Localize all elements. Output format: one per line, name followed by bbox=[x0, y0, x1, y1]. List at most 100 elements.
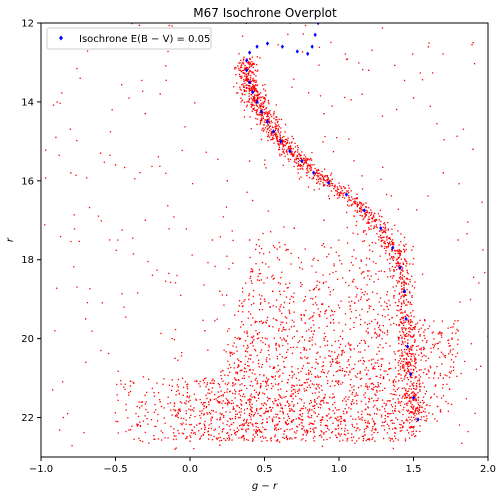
background-star-point bbox=[198, 423, 200, 425]
background-star-point bbox=[306, 431, 308, 433]
background-star-point bbox=[244, 299, 246, 301]
background-star-point bbox=[373, 432, 375, 434]
background-star-point bbox=[396, 388, 398, 391]
background-star-point bbox=[276, 371, 278, 373]
background-star-point bbox=[413, 316, 415, 318]
background-star-point bbox=[302, 438, 304, 440]
background-star-point bbox=[59, 102, 61, 104]
background-star-point bbox=[251, 86, 253, 88]
background-star-point bbox=[357, 360, 360, 362]
background-star-point bbox=[254, 69, 256, 72]
background-star-point bbox=[255, 79, 257, 81]
background-star-point bbox=[317, 363, 319, 365]
background-star-point bbox=[236, 427, 239, 429]
background-star-point bbox=[272, 290, 274, 293]
background-star-point bbox=[263, 105, 265, 107]
background-star-point bbox=[216, 418, 218, 421]
background-star-point bbox=[336, 409, 338, 411]
background-star-point bbox=[305, 158, 307, 160]
background-star-point bbox=[338, 381, 340, 383]
background-star-point bbox=[238, 359, 240, 362]
background-star-point bbox=[268, 398, 270, 400]
background-star-point bbox=[415, 417, 417, 419]
background-star-point bbox=[396, 263, 398, 265]
background-star-point bbox=[326, 402, 328, 404]
background-star-point bbox=[186, 396, 188, 398]
background-star-point bbox=[189, 424, 191, 426]
background-star-point bbox=[265, 119, 267, 121]
background-star-point bbox=[354, 442, 356, 444]
background-star-point bbox=[353, 326, 355, 329]
background-star-point bbox=[260, 407, 262, 409]
background-star-point bbox=[151, 387, 153, 389]
background-star-point bbox=[368, 211, 371, 214]
isochrone-point bbox=[312, 170, 316, 176]
background-star-point bbox=[283, 301, 286, 304]
isochrone-point bbox=[295, 49, 299, 54]
background-star-point bbox=[284, 244, 286, 246]
background-star-point bbox=[315, 271, 317, 273]
background-star-point bbox=[248, 71, 250, 73]
background-star-point bbox=[242, 434, 245, 437]
background-star-point bbox=[350, 204, 353, 206]
background-star-point bbox=[360, 296, 362, 298]
background-star-point bbox=[270, 440, 272, 442]
star-data-point bbox=[350, 199, 352, 202]
background-star-point bbox=[333, 194, 336, 197]
background-star-point bbox=[418, 328, 420, 331]
background-star-point bbox=[403, 79, 406, 82]
background-star-point bbox=[262, 422, 264, 424]
background-star-point bbox=[255, 110, 258, 112]
background-star-point bbox=[297, 163, 300, 165]
background-star-point bbox=[340, 369, 342, 371]
chart-title: M67 Isochrone Overplot bbox=[193, 6, 337, 20]
background-star-point bbox=[400, 362, 402, 365]
background-star-point bbox=[275, 127, 277, 129]
background-star-point bbox=[337, 370, 339, 372]
background-star-point bbox=[377, 213, 379, 215]
background-star-point bbox=[334, 428, 336, 430]
star-data-point bbox=[251, 199, 254, 202]
background-star-point bbox=[387, 221, 389, 224]
background-star-point bbox=[348, 195, 350, 197]
background-star-point bbox=[291, 428, 293, 430]
background-star-point bbox=[371, 291, 374, 293]
background-star-point bbox=[186, 395, 188, 397]
background-star-point bbox=[238, 69, 240, 71]
background-star-point bbox=[412, 335, 415, 337]
background-star-point bbox=[371, 320, 373, 322]
background-star-point bbox=[228, 328, 230, 330]
background-star-point bbox=[320, 424, 322, 426]
background-star-point bbox=[399, 331, 401, 333]
background-star-point bbox=[271, 375, 273, 378]
background-star-point bbox=[349, 308, 351, 310]
background-star-point bbox=[280, 131, 282, 133]
background-star-point bbox=[319, 95, 322, 97]
background-star-point bbox=[406, 332, 408, 335]
background-star-point bbox=[232, 408, 234, 410]
background-star-point bbox=[360, 385, 362, 387]
background-star-point bbox=[241, 287, 244, 289]
background-star-point bbox=[401, 337, 403, 339]
background-star-point bbox=[284, 430, 286, 432]
background-star-point bbox=[380, 365, 382, 367]
background-star-point bbox=[191, 254, 193, 256]
background-star-point bbox=[288, 149, 290, 151]
background-star-point bbox=[263, 412, 265, 415]
background-star-point bbox=[265, 263, 267, 265]
background-star-point bbox=[191, 429, 194, 432]
background-star-point bbox=[213, 435, 215, 438]
background-star-point bbox=[173, 216, 175, 218]
background-star-point bbox=[400, 334, 402, 336]
background-star-point bbox=[256, 422, 259, 425]
background-star-point bbox=[437, 342, 439, 344]
background-star-point bbox=[466, 233, 468, 235]
background-star-point bbox=[263, 253, 265, 255]
background-star-point bbox=[265, 167, 267, 169]
background-star-point bbox=[417, 392, 419, 394]
background-star-point bbox=[360, 273, 363, 275]
background-star-point bbox=[386, 329, 389, 331]
background-star-point bbox=[290, 252, 292, 255]
background-star-point bbox=[305, 309, 307, 312]
background-star-point bbox=[410, 312, 412, 314]
